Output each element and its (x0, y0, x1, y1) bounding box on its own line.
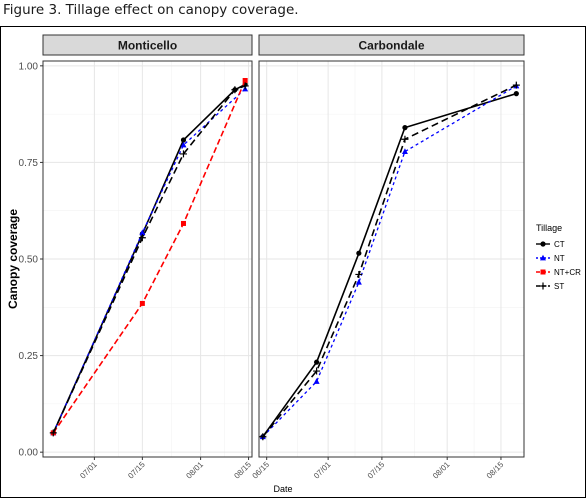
data-point (401, 135, 409, 143)
legend-label: ST (554, 282, 564, 291)
y-tick-label: 0.25 (19, 351, 39, 362)
y-tick-label: 0.75 (19, 158, 39, 169)
legend-label: NT+CR (554, 268, 581, 277)
data-point (356, 250, 362, 256)
legend-key-marker (540, 241, 546, 247)
data-point (179, 150, 187, 158)
x-tick-label: 06/15 (251, 460, 272, 481)
panel-carbondale: Carbondale 06/15 07/01 07/15 08/01 08/15 (251, 34, 525, 481)
series-line-ct (262, 92, 517, 438)
data-point (180, 141, 187, 148)
y-tick-label: 0.00 (19, 448, 39, 459)
data-point (314, 359, 320, 365)
data-point (180, 137, 187, 143)
legend-key-marker (540, 254, 546, 261)
data-point (241, 82, 249, 90)
legend-title: Tillage (536, 223, 562, 233)
legend-label: CT (554, 240, 565, 249)
data-point (139, 300, 145, 306)
data-point (513, 91, 519, 97)
data-point (180, 220, 186, 226)
legend: Tillage CT NT NT+CR ST (536, 223, 581, 291)
series-line-nt-cr (52, 80, 246, 434)
legend-item: NT (536, 254, 565, 263)
data-point (313, 378, 320, 384)
data-point (138, 234, 146, 242)
data-point (401, 148, 408, 154)
x-tick-label: 07/01 (78, 460, 99, 481)
panel-monticello: Monticello 07/01 07/15 08/01 08/15 (42, 34, 253, 481)
data-point (231, 86, 239, 94)
data-point (49, 429, 57, 437)
x-axis-title: Date (273, 484, 292, 494)
y-tick-label: 0.50 (19, 255, 39, 266)
data-point (259, 433, 267, 441)
data-point (139, 229, 146, 236)
x-tick-label: 08/01 (431, 460, 452, 481)
legend-key-marker (539, 282, 547, 290)
y-tick-label: 1.00 (19, 61, 39, 72)
data-point (242, 78, 248, 84)
legend-item: ST (536, 282, 564, 291)
legend-key-marker (540, 269, 546, 275)
panel-strip (42, 34, 253, 56)
data-point (355, 278, 362, 285)
x-tick-label: 08/15 (232, 460, 253, 481)
series-line-nt (262, 85, 517, 438)
figure-caption: Figure 3. Tillage effect on canopy cover… (3, 2, 299, 18)
x-tick-label: 08/01 (184, 460, 205, 481)
x-tick-label: 07/15 (126, 460, 147, 481)
data-point (355, 270, 363, 278)
x-tick-label: 07/15 (366, 460, 387, 481)
panel-strip (258, 34, 525, 56)
figure-frame: Monticello 07/01 07/15 08/01 08/15 Carbondale… (0, 26, 586, 498)
data-point (313, 367, 321, 375)
y-axis-title: Canopy coverage (6, 209, 20, 309)
panel-title: Monticello (118, 39, 177, 53)
x-tick-label: 08/15 (485, 460, 506, 481)
series-line-nt (52, 88, 246, 434)
legend-label: NT (554, 254, 565, 263)
legend-item: CT (536, 240, 565, 249)
panel-title: Carbondale (358, 39, 424, 53)
panel-border (258, 60, 525, 458)
x-tick-label: 07/01 (312, 460, 333, 481)
legend-item: NT+CR (536, 268, 581, 277)
data-point (402, 125, 408, 131)
data-point (512, 81, 520, 89)
